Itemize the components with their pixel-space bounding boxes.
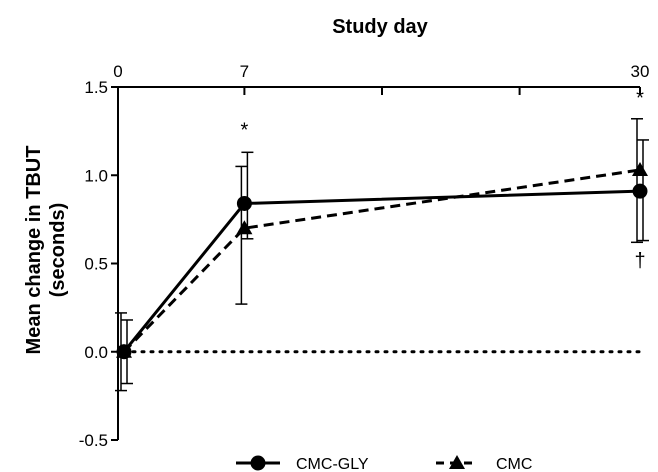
legend-label-cmc: CMC: [496, 456, 532, 472]
data-point-triangle: [116, 343, 132, 358]
annotations-group: * * †: [241, 88, 646, 272]
y-axis-label-line1: Mean change in TBUT: [23, 146, 45, 355]
series-line: [122, 168, 641, 353]
y-axis-label-line2: (seconds): [47, 203, 69, 297]
legend: CMC-GLY CMC: [236, 455, 532, 472]
x-tick-label: 30: [631, 62, 650, 81]
series-line: [122, 189, 641, 353]
data-point-triangle: [632, 161, 648, 176]
y-tick-label: -0.5: [79, 431, 108, 450]
y-tick-label: 1.0: [84, 166, 108, 185]
x-tick-label: 0: [113, 62, 122, 81]
y-tick-label: 0.5: [84, 255, 108, 274]
legend-label-cmc-gly: CMC-GLY: [296, 456, 369, 472]
y-tick-label: 1.5: [84, 78, 108, 97]
y-tick-label: 0.0: [84, 343, 108, 362]
series-cmc: [115, 118, 648, 392]
x-tick-label: 7: [240, 62, 249, 81]
chart-title: Study day: [332, 16, 428, 38]
data-point-circle: [236, 195, 252, 211]
significance-annotation: †: [634, 250, 645, 272]
legend-marker-triangle: [449, 455, 465, 469]
significance-annotation: *: [636, 88, 644, 110]
axes: -0.5 0.0 0.5 1.0 1.5 0 7 30: [79, 62, 650, 450]
data-point-circle: [632, 183, 648, 199]
y-axis-label: Mean change in TBUT (seconds): [23, 146, 69, 355]
legend-marker-circle: [250, 455, 266, 471]
significance-annotation: *: [241, 119, 249, 141]
series-group: [115, 118, 649, 392]
series-cmc-gly: [116, 139, 649, 385]
data-point-triangle: [236, 220, 253, 235]
